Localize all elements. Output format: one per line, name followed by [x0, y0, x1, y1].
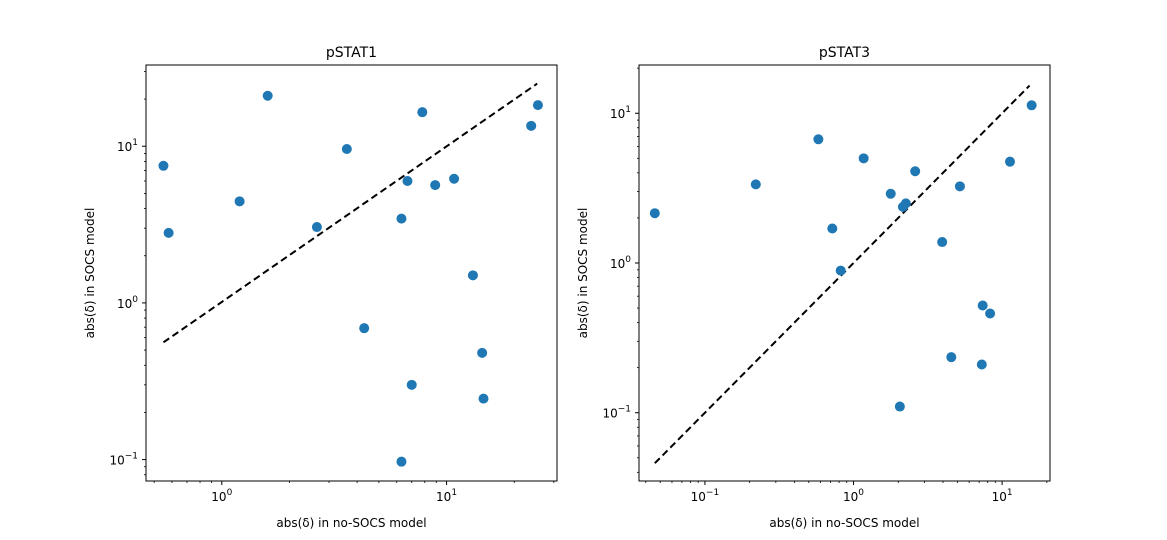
chart-pstat1-title: pSTAT1 — [326, 45, 377, 61]
chart-pstat1-point — [262, 90, 273, 101]
chart-pstat3-title: pSTAT3 — [819, 45, 870, 61]
chart-pstat3-point — [750, 179, 761, 190]
chart-pstat1: 100 101 10−1 100 101 pSTAT1 abs(δ) in no-SOC… — [83, 45, 558, 530]
chart-pstat1-x-axis-label: abs(δ) in no-SOCS model — [276, 516, 426, 530]
chart-pstat3-point — [900, 198, 911, 209]
chart-pstat1-point — [359, 323, 370, 334]
chart-pstat3-point — [813, 134, 824, 145]
chart-pstat1-y-tick-label: 100 — [117, 295, 138, 311]
chart-pstat3-point — [910, 166, 921, 177]
chart-pstat1-point — [406, 379, 417, 390]
chart-pstat1-point — [396, 456, 407, 467]
chart-pstat3-point — [977, 300, 988, 311]
chart-pstat1-y-tick-label: 101 — [117, 138, 138, 154]
chart-pstat3-point — [1005, 156, 1016, 167]
chart-pstat3: 10−1 100 101 10−1 100 101 pSTAT3 abs(δ) in no… — [576, 45, 1051, 530]
chart-pstat1-point — [467, 270, 478, 281]
chart-pstat3-point — [985, 308, 996, 319]
chart-pstat3-y-tick-label: 100 — [610, 255, 631, 271]
chart-pstat1-point — [163, 227, 174, 238]
chart-pstat1-x-tick-label: 101 — [436, 488, 457, 504]
chart-pstat1-x-tick-label: 100 — [211, 488, 232, 504]
chart-pstat1-point — [477, 347, 488, 358]
chart-pstat1-y-tick-label: 10−1 — [109, 452, 138, 468]
chart-pstat3-point — [954, 181, 965, 192]
chart-pstat3-ticks: 10−1 100 101 10−1 100 101 — [602, 67, 1048, 504]
chart-pstat1-reference-line — [162, 82, 538, 344]
chart-pstat3-point — [946, 352, 957, 363]
chart-pstat1-point — [158, 160, 169, 171]
chart-pstat1-point — [417, 107, 428, 118]
chart-pstat1-point — [526, 120, 537, 131]
chart-pstat3-y-tick-label: 10−1 — [602, 405, 631, 421]
chart-pstat1-point — [402, 175, 413, 186]
chart-pstat3-point — [885, 188, 896, 199]
chart-pstat3-point — [827, 223, 838, 234]
chart-pstat1-point — [478, 393, 489, 404]
chart-pstat3-point — [649, 208, 660, 219]
chart-pstat3-point — [937, 237, 948, 248]
chart-pstat1-point — [430, 180, 441, 191]
chart-pstat1-point — [449, 173, 460, 184]
chart-pstat3-x-tick-label: 10−1 — [691, 488, 720, 504]
chart-pstat3-x-axis-label: abs(δ) in no-SOCS model — [769, 516, 919, 530]
chart-pstat1-point — [311, 222, 322, 233]
chart-pstat3-marks — [649, 84, 1037, 464]
chart-pstat3-x-tick-label: 100 — [843, 488, 864, 504]
chart-pstat1-axes-frame — [145, 64, 558, 482]
chart-pstat3-point — [1026, 100, 1037, 111]
chart-pstat1-point — [341, 144, 352, 155]
chart-pstat1-ticks: 100 101 10−1 100 101 — [109, 71, 555, 504]
chart-pstat1-point — [396, 213, 407, 224]
chart-pstat1-y-axis-label: abs(δ) in SOCS model — [83, 208, 97, 339]
chart-pstat1-marks — [158, 82, 543, 467]
chart-pstat3-point — [835, 265, 846, 276]
chart-pstat3-point — [858, 153, 869, 164]
chart-pstat3-point — [894, 401, 905, 412]
chart-pstat1-point — [532, 100, 543, 111]
chart-pstat3-y-axis-label: abs(δ) in SOCS model — [576, 208, 590, 339]
chart-pstat3-point — [976, 359, 987, 370]
chart-pstat3-axes-frame — [638, 64, 1051, 482]
chart-pstat1-point — [234, 196, 245, 207]
chart-pstat3-x-tick-label: 101 — [992, 488, 1013, 504]
chart-pstat3-y-tick-label: 101 — [610, 105, 631, 121]
